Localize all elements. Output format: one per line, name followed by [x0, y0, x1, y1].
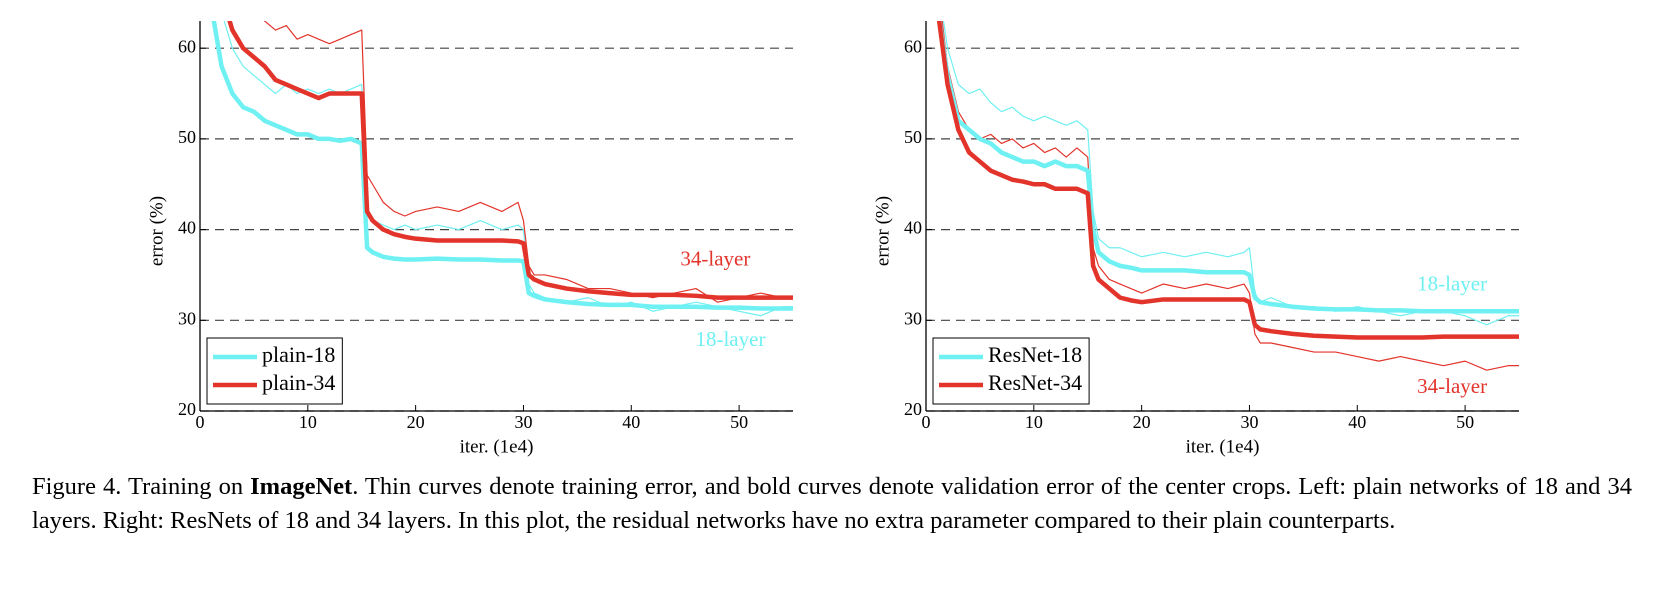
y-axis-label: error (%) [146, 196, 167, 266]
legend-box [206, 337, 343, 405]
x-tick-label: 10 [299, 412, 317, 432]
caption: Figure 4. Training on ImageNet. Thin cur… [32, 470, 1632, 538]
y-axis-label: error (%) [872, 196, 893, 266]
y-tick-label: 20 [178, 399, 196, 419]
legend-label: plain-18 [262, 342, 335, 367]
x-tick-label: 30 [514, 412, 532, 432]
y-tick-label: 40 [904, 218, 922, 238]
x-tick-label: 0 [922, 412, 931, 432]
y-tick-label: 30 [904, 308, 922, 328]
series-line [941, 21, 1519, 371]
x-tick-label: 40 [622, 412, 640, 432]
series-line [227, 21, 793, 300]
y-tick-label: 60 [178, 36, 196, 56]
x-tick-label: 10 [1025, 412, 1043, 432]
y-tick-label: 60 [904, 36, 922, 56]
annotation: 34-layer [680, 246, 750, 270]
x-tick-label: 20 [407, 412, 425, 432]
annotation: 18-layer [1417, 272, 1487, 296]
chart: 20 30 40 50 60 0 10 20 30 40 50 iter. (1e4) error (%… [872, 21, 1519, 457]
x-tick-label: 0 [196, 412, 205, 432]
caption-bold: ImageNet [250, 473, 353, 500]
x-tick-label: 20 [1133, 412, 1151, 432]
y-tick-label: 50 [904, 127, 922, 147]
legend-label: ResNet-18 [988, 342, 1082, 367]
x-axis-label: iter. (1e4) [460, 436, 534, 457]
series-line [211, 21, 793, 311]
chart: 20 30 40 50 60 0 10 20 30 40 50 iter. (1e4) error (%… [146, 21, 793, 457]
x-axis-label: iter. (1e4) [1186, 436, 1260, 457]
annotation: 34-layer [1417, 374, 1487, 398]
x-tick-label: 50 [1456, 412, 1474, 432]
y-tick-label: 20 [904, 399, 922, 419]
legend-box [932, 337, 1090, 405]
x-tick-label: 50 [730, 412, 748, 432]
series-line [937, 21, 1519, 314]
annotation: 18-layer [695, 327, 765, 351]
figure: 20 30 40 50 60 0 10 20 30 40 50 iter. (1e4) error (%… [146, 21, 1519, 457]
x-tick-label: 30 [1240, 412, 1258, 432]
caption-text: Figure 4. Training on [32, 473, 251, 500]
legend-label: ResNet-34 [988, 370, 1082, 395]
y-tick-label: 50 [178, 127, 196, 147]
series-line [936, 21, 1519, 340]
y-tick-label: 30 [178, 308, 196, 328]
caption-text: . Thin curves denote training error, and… [32, 473, 1632, 534]
x-tick-label: 40 [1348, 412, 1366, 432]
y-tick-label: 40 [178, 218, 196, 238]
legend-label: plain-34 [262, 370, 335, 395]
